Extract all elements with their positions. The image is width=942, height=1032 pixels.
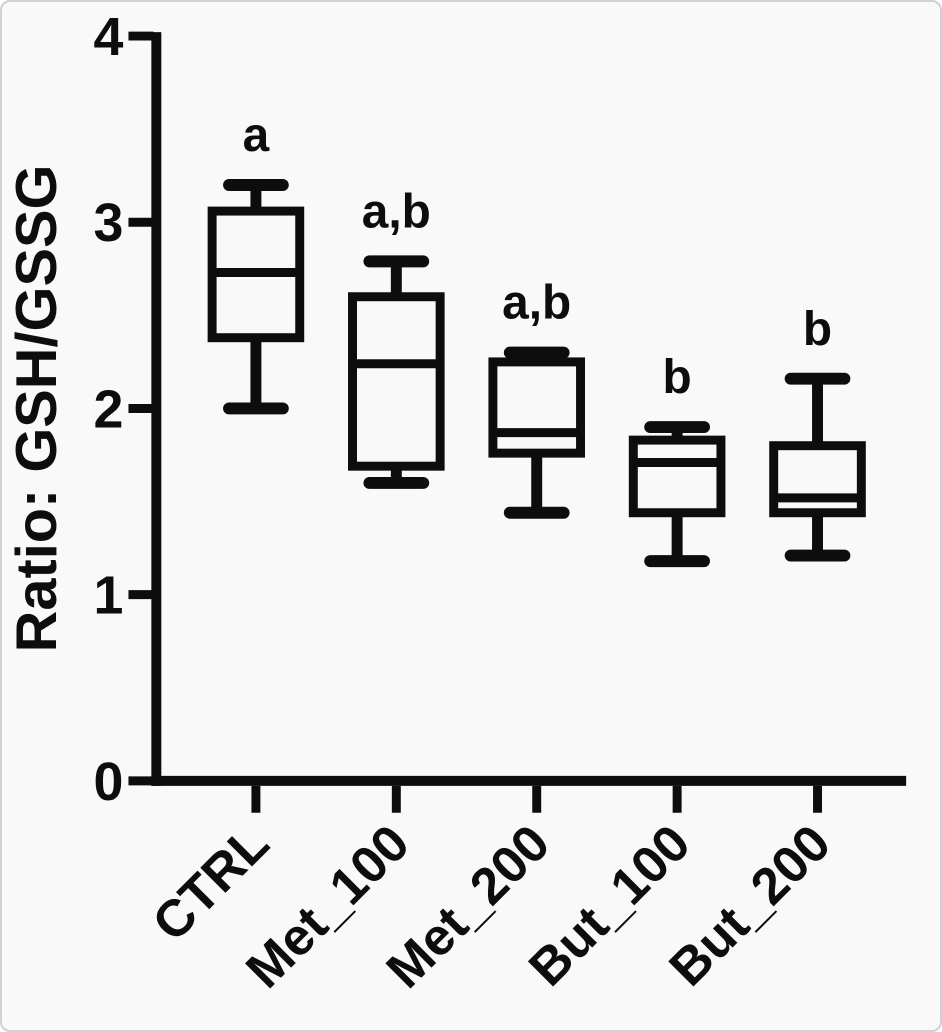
significance-letter: a,b bbox=[362, 186, 431, 239]
boxes-layer: a a,b a,b b b bbox=[207, 109, 866, 568]
significance-letter: b bbox=[663, 351, 692, 404]
box-plot-But_100: b bbox=[628, 351, 726, 568]
significance-letter: a bbox=[243, 109, 270, 162]
y-tick-label: 2 bbox=[94, 379, 124, 439]
iqr-box bbox=[769, 441, 866, 518]
box-plot-Met_100: a,b bbox=[348, 186, 445, 489]
y-tick-label: 3 bbox=[94, 193, 124, 253]
y-tick-label: 1 bbox=[94, 566, 124, 626]
iqr-box bbox=[348, 292, 445, 471]
box-plot-But_200: b bbox=[769, 303, 866, 562]
y-tick-label: 0 bbox=[94, 752, 124, 812]
box-plot-Met_200: a,b bbox=[488, 277, 586, 519]
y-axis: 4 3 2 1 0 bbox=[94, 7, 162, 812]
significance-letter: b bbox=[803, 303, 832, 356]
box-plot-CTRL: a bbox=[207, 109, 305, 415]
x-tick-label-CTRL: CTRL bbox=[141, 813, 280, 952]
significance-letter: a,b bbox=[502, 277, 571, 330]
iqr-box bbox=[628, 435, 726, 518]
iqr-box bbox=[488, 357, 586, 458]
y-axis-title: Ratio: GSH/GSSG bbox=[5, 165, 69, 653]
y-tick-label: 4 bbox=[94, 7, 124, 67]
